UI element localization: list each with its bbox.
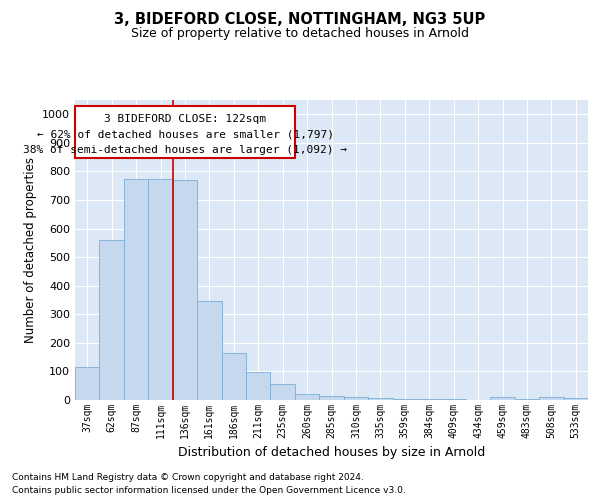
Text: Contains public sector information licensed under the Open Government Licence v3: Contains public sector information licen…: [12, 486, 406, 495]
Y-axis label: Number of detached properties: Number of detached properties: [23, 157, 37, 343]
Bar: [563, 398, 588, 400]
Bar: [148, 178, 173, 400]
Bar: [368, 398, 392, 400]
Text: 38% of semi-detached houses are larger (1,092) →: 38% of semi-detached houses are larger (…: [23, 145, 347, 155]
Text: Contains HM Land Registry data © Crown copyright and database right 2024.: Contains HM Land Registry data © Crown c…: [12, 472, 364, 482]
Bar: [490, 397, 515, 400]
Bar: [221, 354, 246, 400]
X-axis label: Distribution of detached houses by size in Arnold: Distribution of detached houses by size …: [178, 446, 485, 460]
Text: Size of property relative to detached houses in Arnold: Size of property relative to detached ho…: [131, 28, 469, 40]
Bar: [75, 367, 100, 400]
FancyBboxPatch shape: [76, 106, 295, 158]
Bar: [271, 384, 295, 400]
Text: 3 BIDEFORD CLOSE: 122sqm: 3 BIDEFORD CLOSE: 122sqm: [104, 114, 266, 124]
Bar: [319, 396, 344, 400]
Bar: [197, 302, 221, 400]
Bar: [173, 180, 197, 400]
Bar: [124, 178, 148, 400]
Bar: [295, 394, 319, 400]
Bar: [344, 397, 368, 400]
Bar: [539, 397, 563, 400]
Text: 3, BIDEFORD CLOSE, NOTTINGHAM, NG3 5UP: 3, BIDEFORD CLOSE, NOTTINGHAM, NG3 5UP: [115, 12, 485, 28]
Bar: [100, 240, 124, 400]
Text: ← 62% of detached houses are smaller (1,797): ← 62% of detached houses are smaller (1,…: [37, 130, 334, 140]
Bar: [246, 372, 271, 400]
